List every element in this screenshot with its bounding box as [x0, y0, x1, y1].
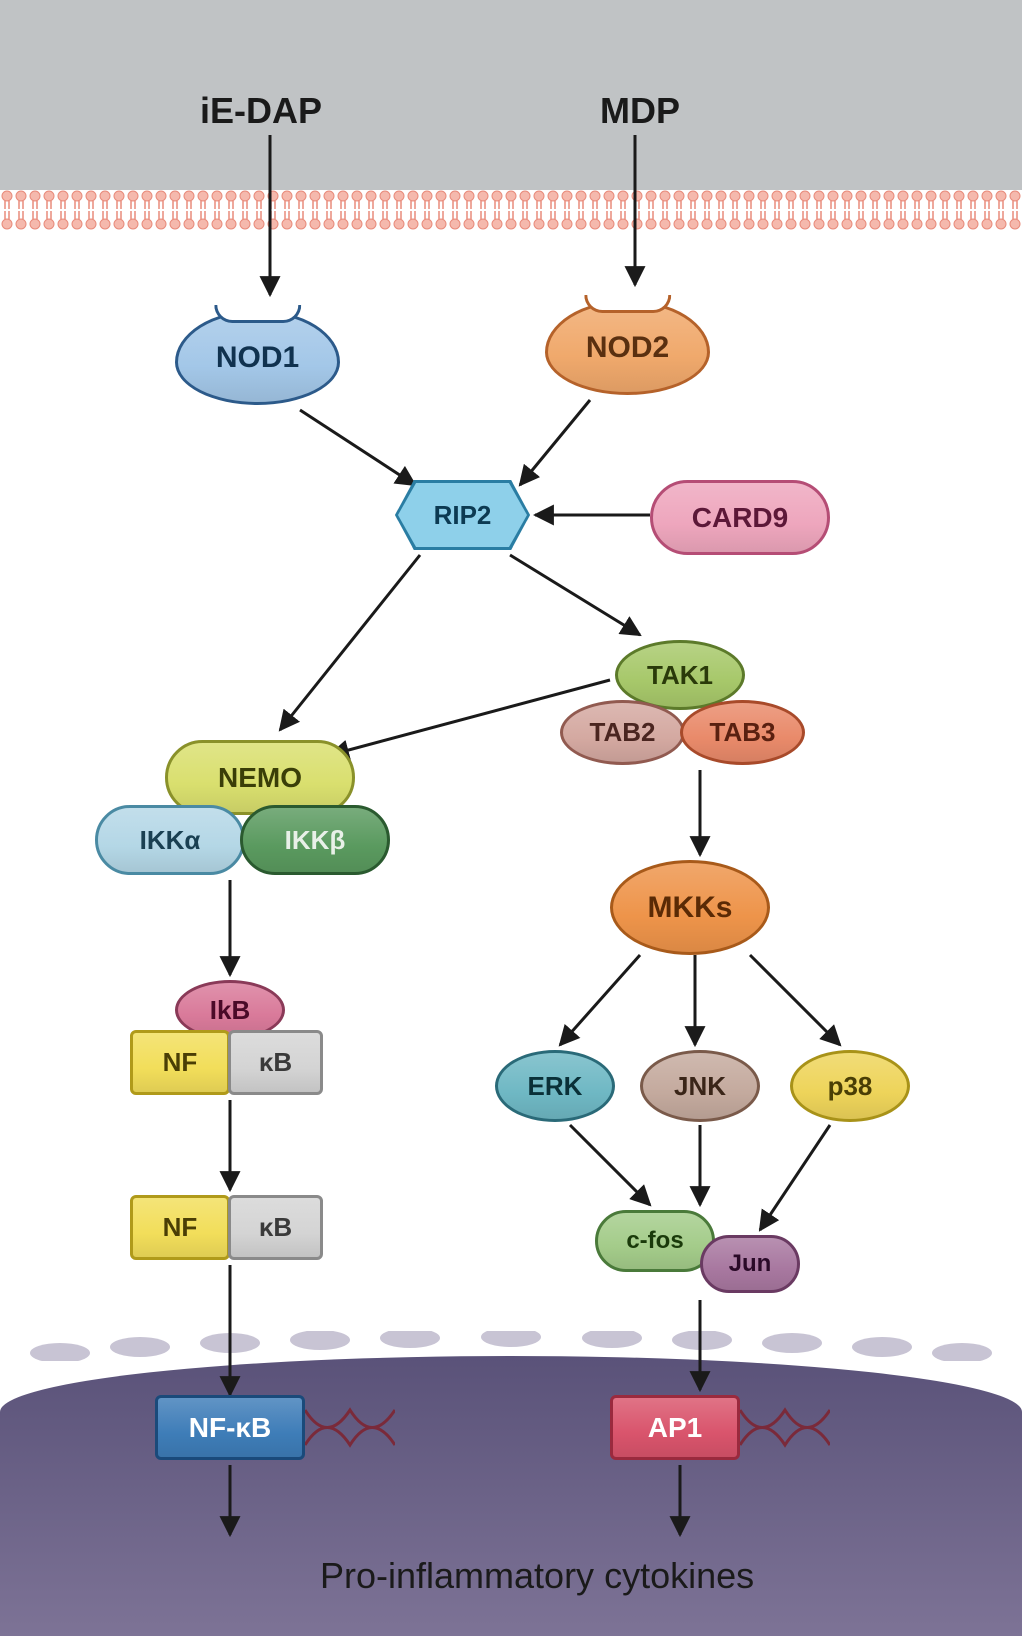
node-mkks-label: MKKs	[647, 891, 732, 925]
node-ap1: AP1	[610, 1395, 740, 1460]
node-nfkb_tf: NF-κB	[155, 1395, 305, 1460]
node-tak1: TAK1	[615, 640, 745, 710]
node-ikkb: IKKβ	[240, 805, 390, 875]
node-mkks: MKKs	[610, 860, 770, 955]
dna-helix-left	[305, 1400, 395, 1455]
node-nf2-label: NF	[163, 1212, 198, 1243]
node-ikb-label: IkB	[210, 995, 250, 1026]
node-tab3: TAB3	[680, 700, 805, 765]
node-kb1-label: κB	[259, 1047, 292, 1078]
node-erk-label: ERK	[528, 1071, 583, 1102]
node-rip2: RIP2	[395, 480, 530, 550]
node-kb1: κB	[228, 1030, 323, 1095]
node-nf2: NF	[130, 1195, 230, 1260]
pathway-canvas: iE-DAP MDP NOD1 NOD2 RIP2 CARD9 TAK1 TAB2 TAB3…	[0, 0, 1022, 1636]
node-p38: p38	[790, 1050, 910, 1122]
arrow-nod1-to-rip2	[300, 410, 415, 485]
dna-helix-right	[740, 1400, 830, 1455]
membrane-svg	[0, 190, 1022, 230]
node-tab3-label: TAB3	[710, 717, 776, 748]
node-nf1: NF	[130, 1030, 230, 1095]
node-ap1-label: AP1	[648, 1412, 702, 1444]
node-nod2: NOD2	[545, 300, 710, 395]
cell-membrane	[0, 190, 1022, 230]
node-jnk-label: JNK	[674, 1071, 726, 1102]
node-ikka-label: IKKα	[140, 825, 201, 856]
node-tab2-label: TAB2	[590, 717, 656, 748]
node-tak1-label: TAK1	[647, 660, 713, 691]
node-nf1-label: NF	[163, 1047, 198, 1078]
node-kb2-label: κB	[259, 1212, 292, 1243]
node-nod2-label: NOD2	[586, 331, 669, 365]
node-card9-label: CARD9	[692, 502, 788, 534]
node-nod1: NOD1	[175, 310, 340, 405]
node-kb2: κB	[228, 1195, 323, 1260]
ligand-mdp-label: MDP	[600, 90, 680, 132]
node-rip2-label: RIP2	[434, 500, 492, 531]
arrow-rip2-to-tak1	[510, 555, 640, 635]
arrow-mkks-to-erk	[560, 955, 640, 1045]
node-nemo: NEMO	[165, 740, 355, 815]
node-ikkb-label: IKKβ	[285, 825, 346, 856]
ligand-ie-dap-label: iE-DAP	[200, 90, 322, 132]
node-cfos-label: c-fos	[626, 1227, 683, 1255]
node-erk: ERK	[495, 1050, 615, 1122]
node-ikka: IKKα	[95, 805, 245, 875]
node-tab2: TAB2	[560, 700, 685, 765]
arrow-mkks-to-p38	[750, 955, 840, 1045]
node-nod1-label: NOD1	[216, 341, 299, 375]
node-jun-label: Jun	[729, 1250, 772, 1278]
node-jun: Jun	[700, 1235, 800, 1293]
node-cfos: c-fos	[595, 1210, 715, 1272]
arrow-p38-to-jun	[760, 1125, 830, 1230]
extracellular-region	[0, 0, 1022, 190]
output-label: Pro-inflammatory cytokines	[320, 1555, 754, 1597]
node-nfkb_tf-label: NF-κB	[189, 1412, 271, 1444]
arrow-erk-to-cfos	[570, 1125, 650, 1205]
node-jnk: JNK	[640, 1050, 760, 1122]
node-card9: CARD9	[650, 480, 830, 555]
arrow-nod2-to-rip2	[520, 400, 590, 485]
node-nemo-label: NEMO	[218, 762, 302, 794]
arrow-rip2-to-nemo	[280, 555, 420, 730]
node-p38-label: p38	[828, 1071, 873, 1102]
